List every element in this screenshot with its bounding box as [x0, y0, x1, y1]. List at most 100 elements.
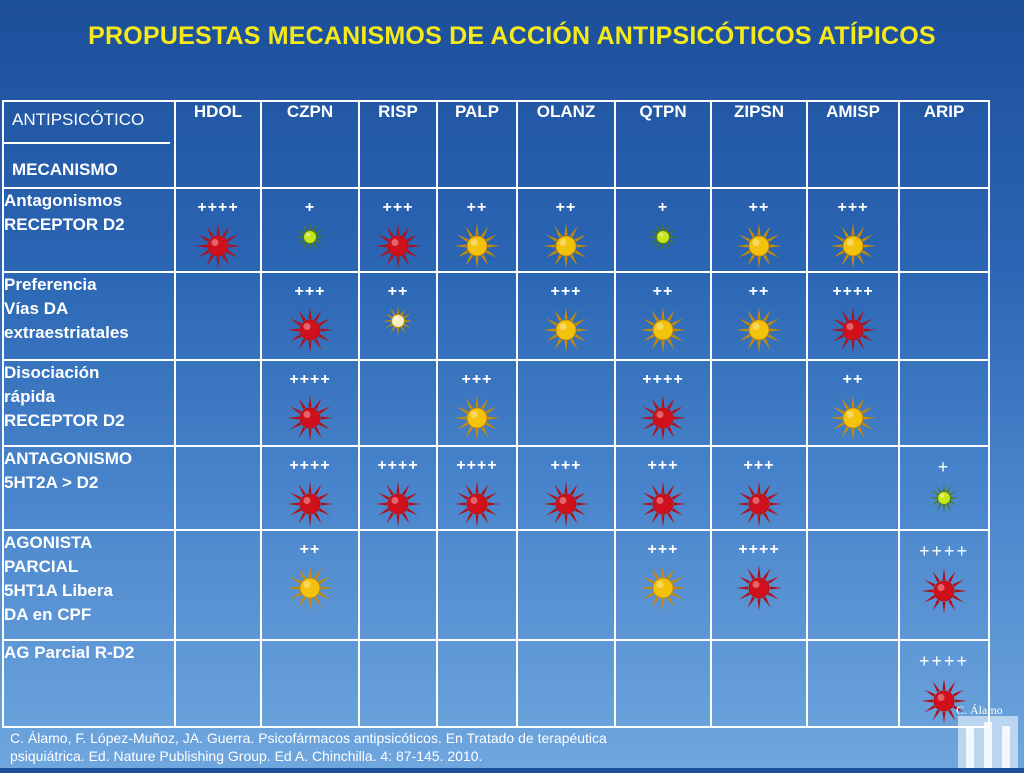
mechanism-label-line: Vías DA	[4, 299, 69, 318]
rating-cell: +++	[516, 271, 616, 361]
rating-cell	[710, 359, 808, 447]
drug-header: PALP	[436, 100, 518, 189]
rating-cell	[898, 187, 990, 273]
rating-cell: ++++	[806, 271, 900, 361]
drug-header: RISP	[358, 100, 438, 189]
rating-text: ++	[387, 283, 409, 300]
sun-icon	[287, 395, 333, 441]
corner-mecanismo: MECANISMO	[12, 160, 118, 179]
mechanism-label-line: 5HT1A Libera	[4, 581, 113, 600]
sun-icon	[736, 481, 782, 527]
rating-cell: ++++	[174, 187, 262, 273]
rating-text: ++++	[289, 371, 331, 388]
page-title: PROPUESTAS MECANISMOS DE ACCIÓN ANTIPSIC…	[88, 22, 936, 50]
rating-text: +++	[647, 541, 679, 558]
rating-text: ++	[748, 199, 770, 216]
sun-icon	[929, 483, 959, 513]
mechanism-label-line: extraestriatales	[4, 323, 129, 342]
rating-text: ++	[748, 283, 770, 300]
sun-icon	[543, 481, 589, 527]
brand-logo: C. Álamo	[952, 702, 1024, 768]
rating-cell: ++++	[710, 529, 808, 641]
corner-cell: ANTIPSICÓTICO MECANISMO	[2, 100, 176, 189]
rating-cell	[174, 271, 262, 361]
sun-icon	[195, 223, 241, 269]
rating-text: ++++	[918, 541, 970, 561]
sun-icon	[736, 565, 782, 611]
drug-header: ARIP	[898, 100, 990, 189]
sun-icon	[287, 565, 333, 611]
rating-cell	[806, 529, 900, 641]
rating-cell: +++	[516, 445, 616, 531]
sun-icon	[830, 223, 876, 269]
mechanism-row: Preferencia Vías DA extraestriatales +++ ++ +…	[2, 271, 990, 361]
brand-text: C. Álamo	[956, 703, 1003, 717]
rating-text: ++	[299, 541, 321, 558]
drug-header: HDOL	[174, 100, 262, 189]
sun-icon	[454, 223, 500, 269]
mechanism-row: Antagonismos RECEPTOR D2 ++++ + +++ ++ ++ + ++ ++…	[2, 187, 990, 273]
mechanism-label-line: Disociación	[4, 363, 100, 382]
rating-cell: ++++	[898, 529, 990, 641]
rating-cell: ++++	[614, 359, 712, 447]
rating-cell	[806, 445, 900, 531]
rating-text: +	[304, 199, 316, 216]
sun-icon	[921, 678, 967, 724]
rating-cell	[174, 445, 262, 531]
rating-cell: +++	[436, 359, 518, 447]
sun-icon	[640, 307, 686, 353]
rating-text: ++++	[832, 283, 874, 300]
sun-icon	[640, 481, 686, 527]
rating-cell	[174, 529, 262, 641]
rating-cell: ++++	[898, 639, 990, 728]
rating-cell	[174, 359, 262, 447]
drug-header: ZIPSN	[710, 100, 808, 189]
mechanism-label-line: AGONISTA	[4, 533, 93, 552]
rating-cell	[898, 359, 990, 447]
mechanism-label-line: ANTAGONISMO	[4, 449, 133, 468]
header-row: ANTIPSICÓTICO MECANISMO HDOL CZPN RISP P…	[2, 100, 990, 189]
rating-cell: +++	[710, 445, 808, 531]
sun-icon	[736, 307, 782, 353]
rating-cell: +	[614, 187, 712, 273]
rating-cell: ++++	[358, 445, 438, 531]
mechanism-label-line: 5HT2A > D2	[4, 473, 99, 492]
rating-cell	[436, 529, 518, 641]
rating-cell	[614, 639, 712, 728]
rating-text: ++++	[642, 371, 684, 388]
mechanism-row: Disociación rápida RECEPTOR D2 ++++ +++ ++++ +…	[2, 359, 990, 447]
rating-text: +	[657, 199, 669, 216]
sun-icon	[736, 223, 782, 269]
rating-cell	[358, 529, 438, 641]
citation-line: psiquiátrica. Ed. Nature Publishing Grou…	[10, 748, 483, 764]
rating-text: +++	[294, 283, 326, 300]
rating-text: ++	[652, 283, 674, 300]
mechanism-label: Antagonismos RECEPTOR D2	[2, 187, 176, 273]
mechanism-label: ANTAGONISMO 5HT2A > D2	[2, 445, 176, 531]
sun-icon	[383, 306, 413, 336]
rating-text: +++	[461, 371, 493, 388]
rating-cell	[358, 359, 438, 447]
rating-text: ++++	[456, 457, 498, 474]
sun-icon	[921, 568, 967, 614]
rating-text: +++	[837, 199, 869, 216]
sun-icon	[375, 481, 421, 527]
rating-cell: ++	[436, 187, 518, 273]
sun-icon	[640, 395, 686, 441]
mechanism-table: ANTIPSICÓTICO MECANISMO HDOL CZPN RISP P…	[2, 100, 990, 728]
rating-cell: ++++	[260, 445, 360, 531]
rating-cell: ++	[260, 529, 360, 641]
sun-icon	[830, 307, 876, 353]
mechanism-row: AGONISTA PARCIAL 5HT1A Libera DA en CPF ++ ++…	[2, 529, 990, 641]
rating-cell: +++	[260, 271, 360, 361]
sun-icon	[295, 222, 325, 252]
rating-cell	[436, 639, 518, 728]
drug-header: CZPN	[260, 100, 360, 189]
mechanism-label-line: rápida	[4, 387, 56, 406]
rating-cell: +++	[358, 187, 438, 273]
citation-line: C. Álamo, F. López-Muñoz, JA. Guerra. Ps…	[10, 730, 607, 746]
rating-cell: ++	[614, 271, 712, 361]
mechanism-label-line: AG Parcial R-D2	[4, 643, 135, 662]
rating-cell	[710, 639, 808, 728]
rating-cell	[260, 639, 360, 728]
